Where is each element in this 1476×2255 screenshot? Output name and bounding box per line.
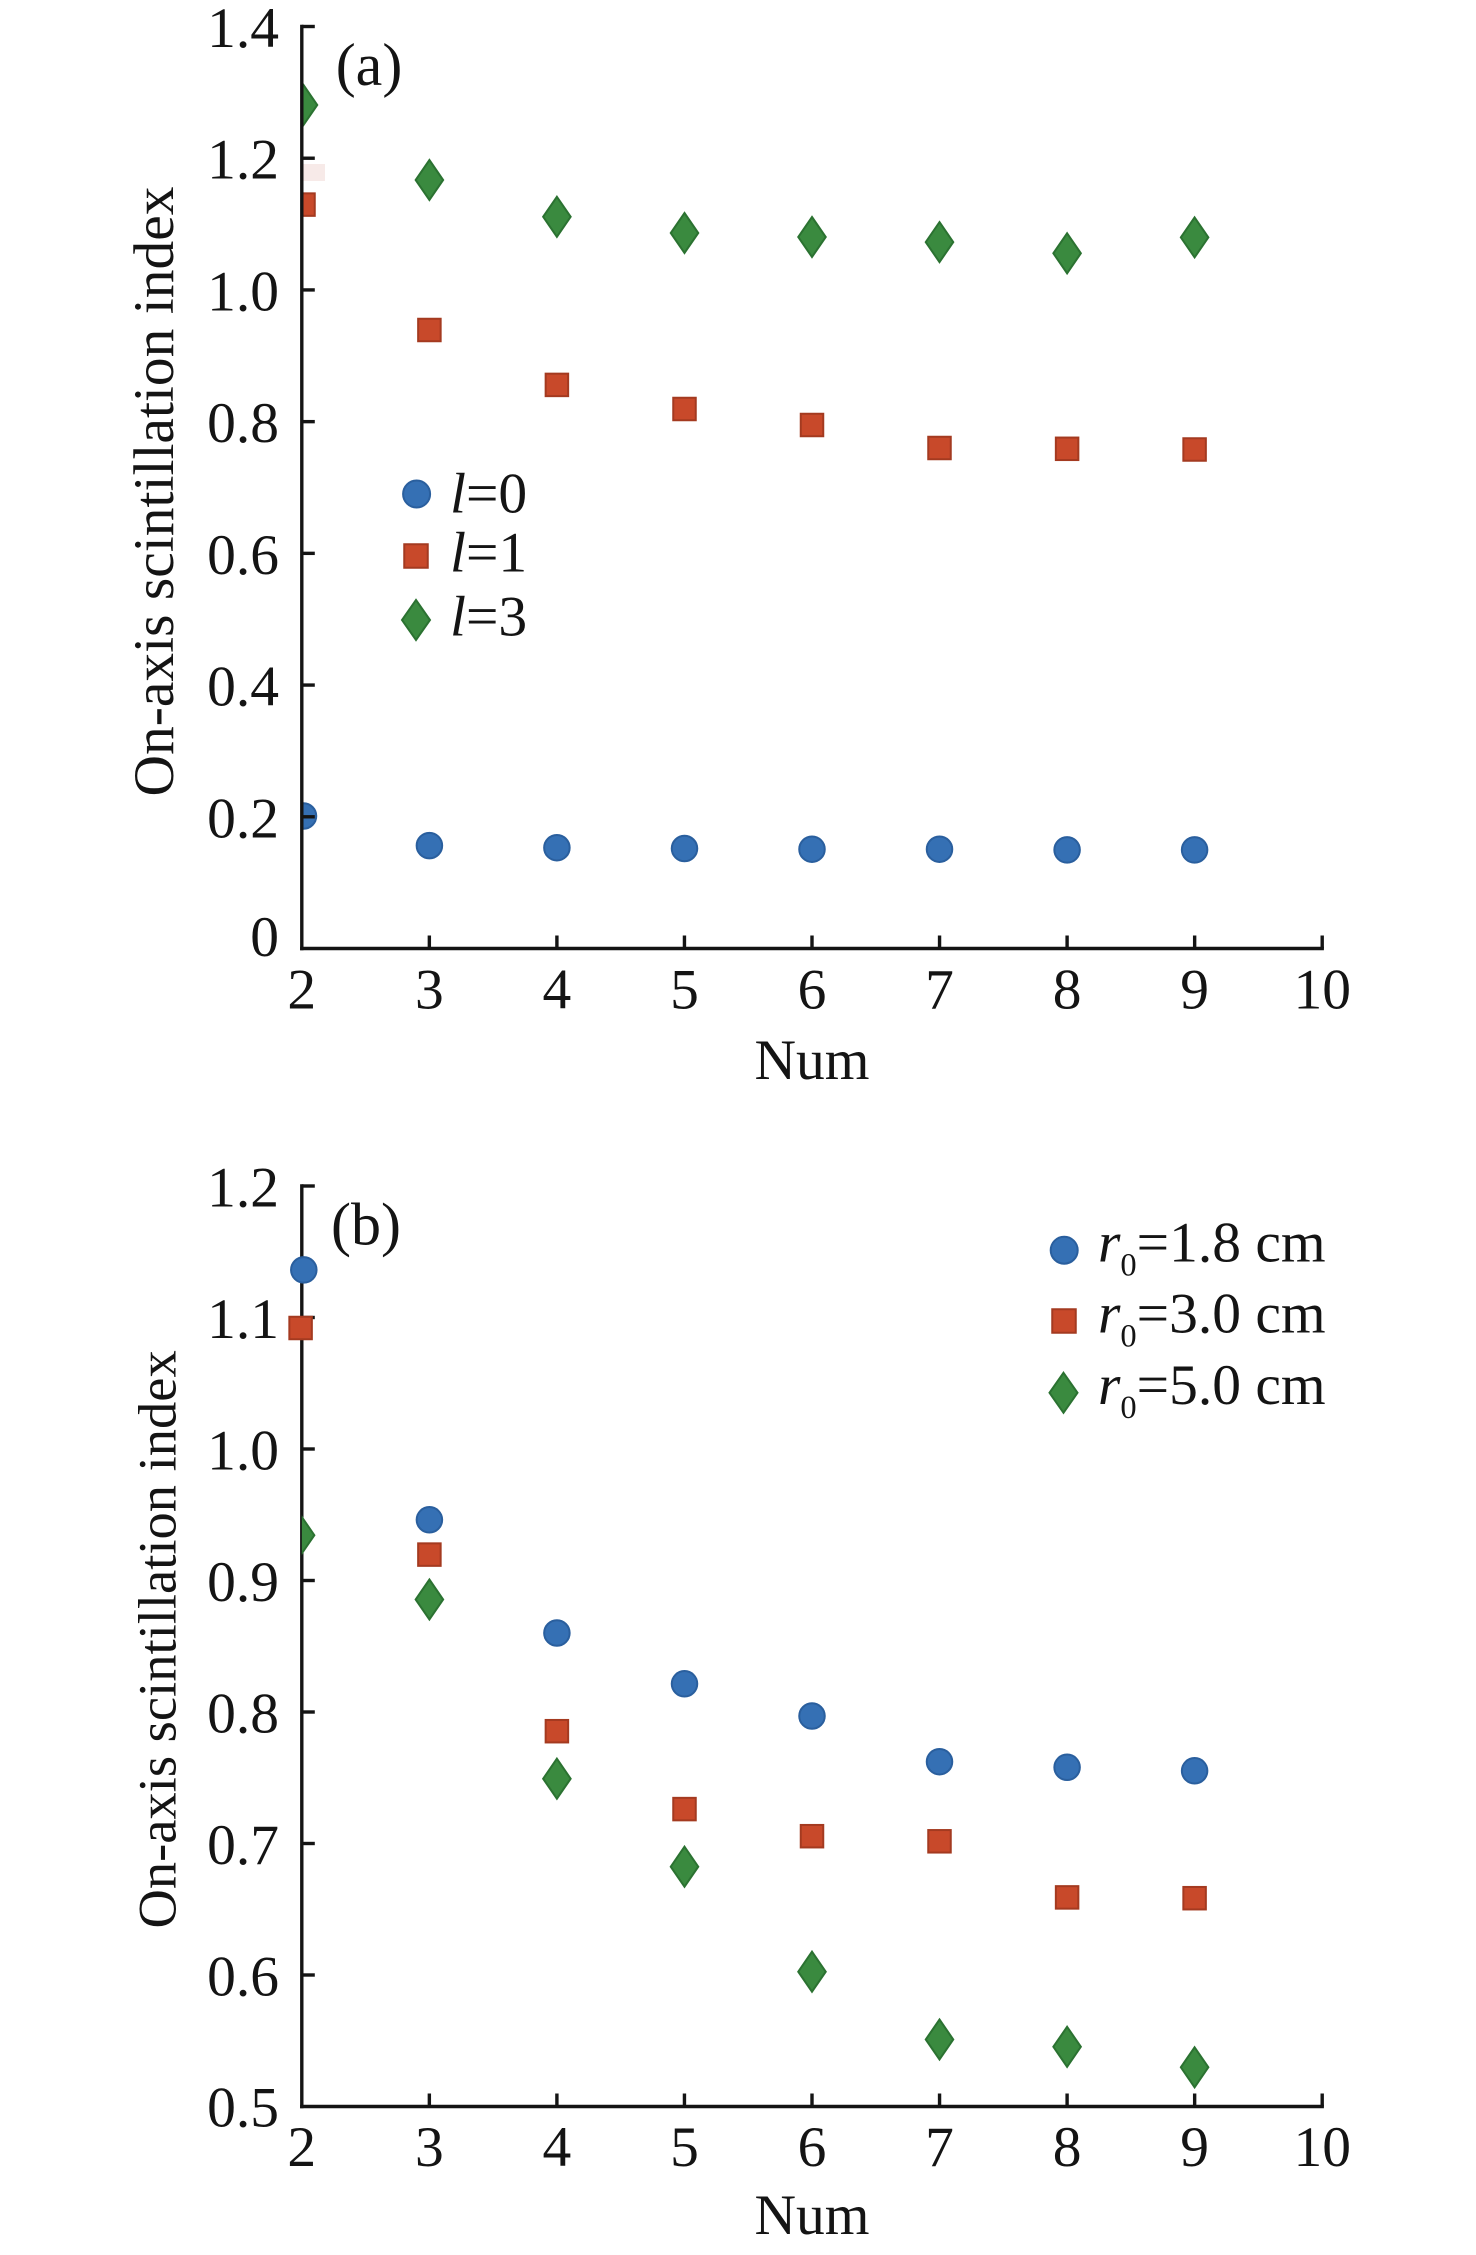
- svg-text:4: 4: [543, 2116, 572, 2179]
- svg-text:(b): (b): [331, 1192, 401, 1258]
- svg-text:3: 3: [415, 959, 444, 1022]
- svg-text:3: 3: [415, 2116, 444, 2179]
- svg-text:0.7: 0.7: [207, 1814, 279, 1877]
- svg-text:l=1: l=1: [450, 521, 527, 584]
- svg-text:10: 10: [1293, 2116, 1351, 2179]
- svg-text:6: 6: [798, 2116, 827, 2179]
- svg-text:0.2: 0.2: [207, 787, 279, 850]
- svg-text:l=0: l=0: [450, 463, 527, 526]
- svg-text:0.8: 0.8: [207, 392, 279, 455]
- svg-text:6: 6: [798, 959, 827, 1022]
- svg-text:1.4: 1.4: [207, 0, 279, 60]
- svg-text:0.8: 0.8: [207, 1683, 279, 1746]
- svg-text:9: 9: [1180, 959, 1209, 1022]
- svg-text:8: 8: [1053, 2116, 1082, 2179]
- svg-text:(a): (a): [336, 32, 403, 98]
- svg-text:l=3: l=3: [450, 586, 527, 649]
- svg-text:0.4: 0.4: [207, 656, 279, 719]
- svg-text:8: 8: [1053, 959, 1082, 1022]
- svg-text:4: 4: [543, 959, 572, 1022]
- svg-text:On-axis scintillation index: On-axis scintillation index: [123, 186, 186, 796]
- svg-text:1.2: 1.2: [207, 129, 279, 192]
- svg-text:7: 7: [925, 2116, 954, 2179]
- svg-text:7: 7: [925, 959, 954, 1022]
- svg-text:1.2: 1.2: [207, 1157, 279, 1220]
- svg-text:On-axis scintillation index: On-axis scintillation index: [127, 1350, 188, 1928]
- svg-text:9: 9: [1180, 2116, 1209, 2179]
- svg-text:r0=5.0 cm: r0=5.0 cm: [1098, 1354, 1326, 1426]
- svg-text:1.1: 1.1: [207, 1288, 279, 1351]
- svg-text:0: 0: [250, 906, 279, 969]
- svg-text:5: 5: [670, 959, 699, 1022]
- svg-text:1.0: 1.0: [207, 1420, 279, 1483]
- svg-text:0.9: 0.9: [207, 1551, 279, 1614]
- svg-text:Num: Num: [755, 1029, 870, 1092]
- svg-text:r0=3.0 cm: r0=3.0 cm: [1098, 1283, 1326, 1355]
- svg-text:Num: Num: [755, 2184, 870, 2247]
- svg-text:1.0: 1.0: [207, 260, 279, 323]
- svg-text:2: 2: [287, 959, 316, 1022]
- svg-text:2: 2: [287, 2116, 316, 2179]
- svg-text:0.6: 0.6: [207, 524, 279, 587]
- svg-text:0.5: 0.5: [207, 2077, 279, 2140]
- svg-text:10: 10: [1293, 959, 1351, 1022]
- svg-text:r0=1.8 cm: r0=1.8 cm: [1098, 1212, 1326, 1284]
- svg-text:0.6: 0.6: [207, 1946, 279, 2009]
- svg-text:5: 5: [670, 2116, 699, 2179]
